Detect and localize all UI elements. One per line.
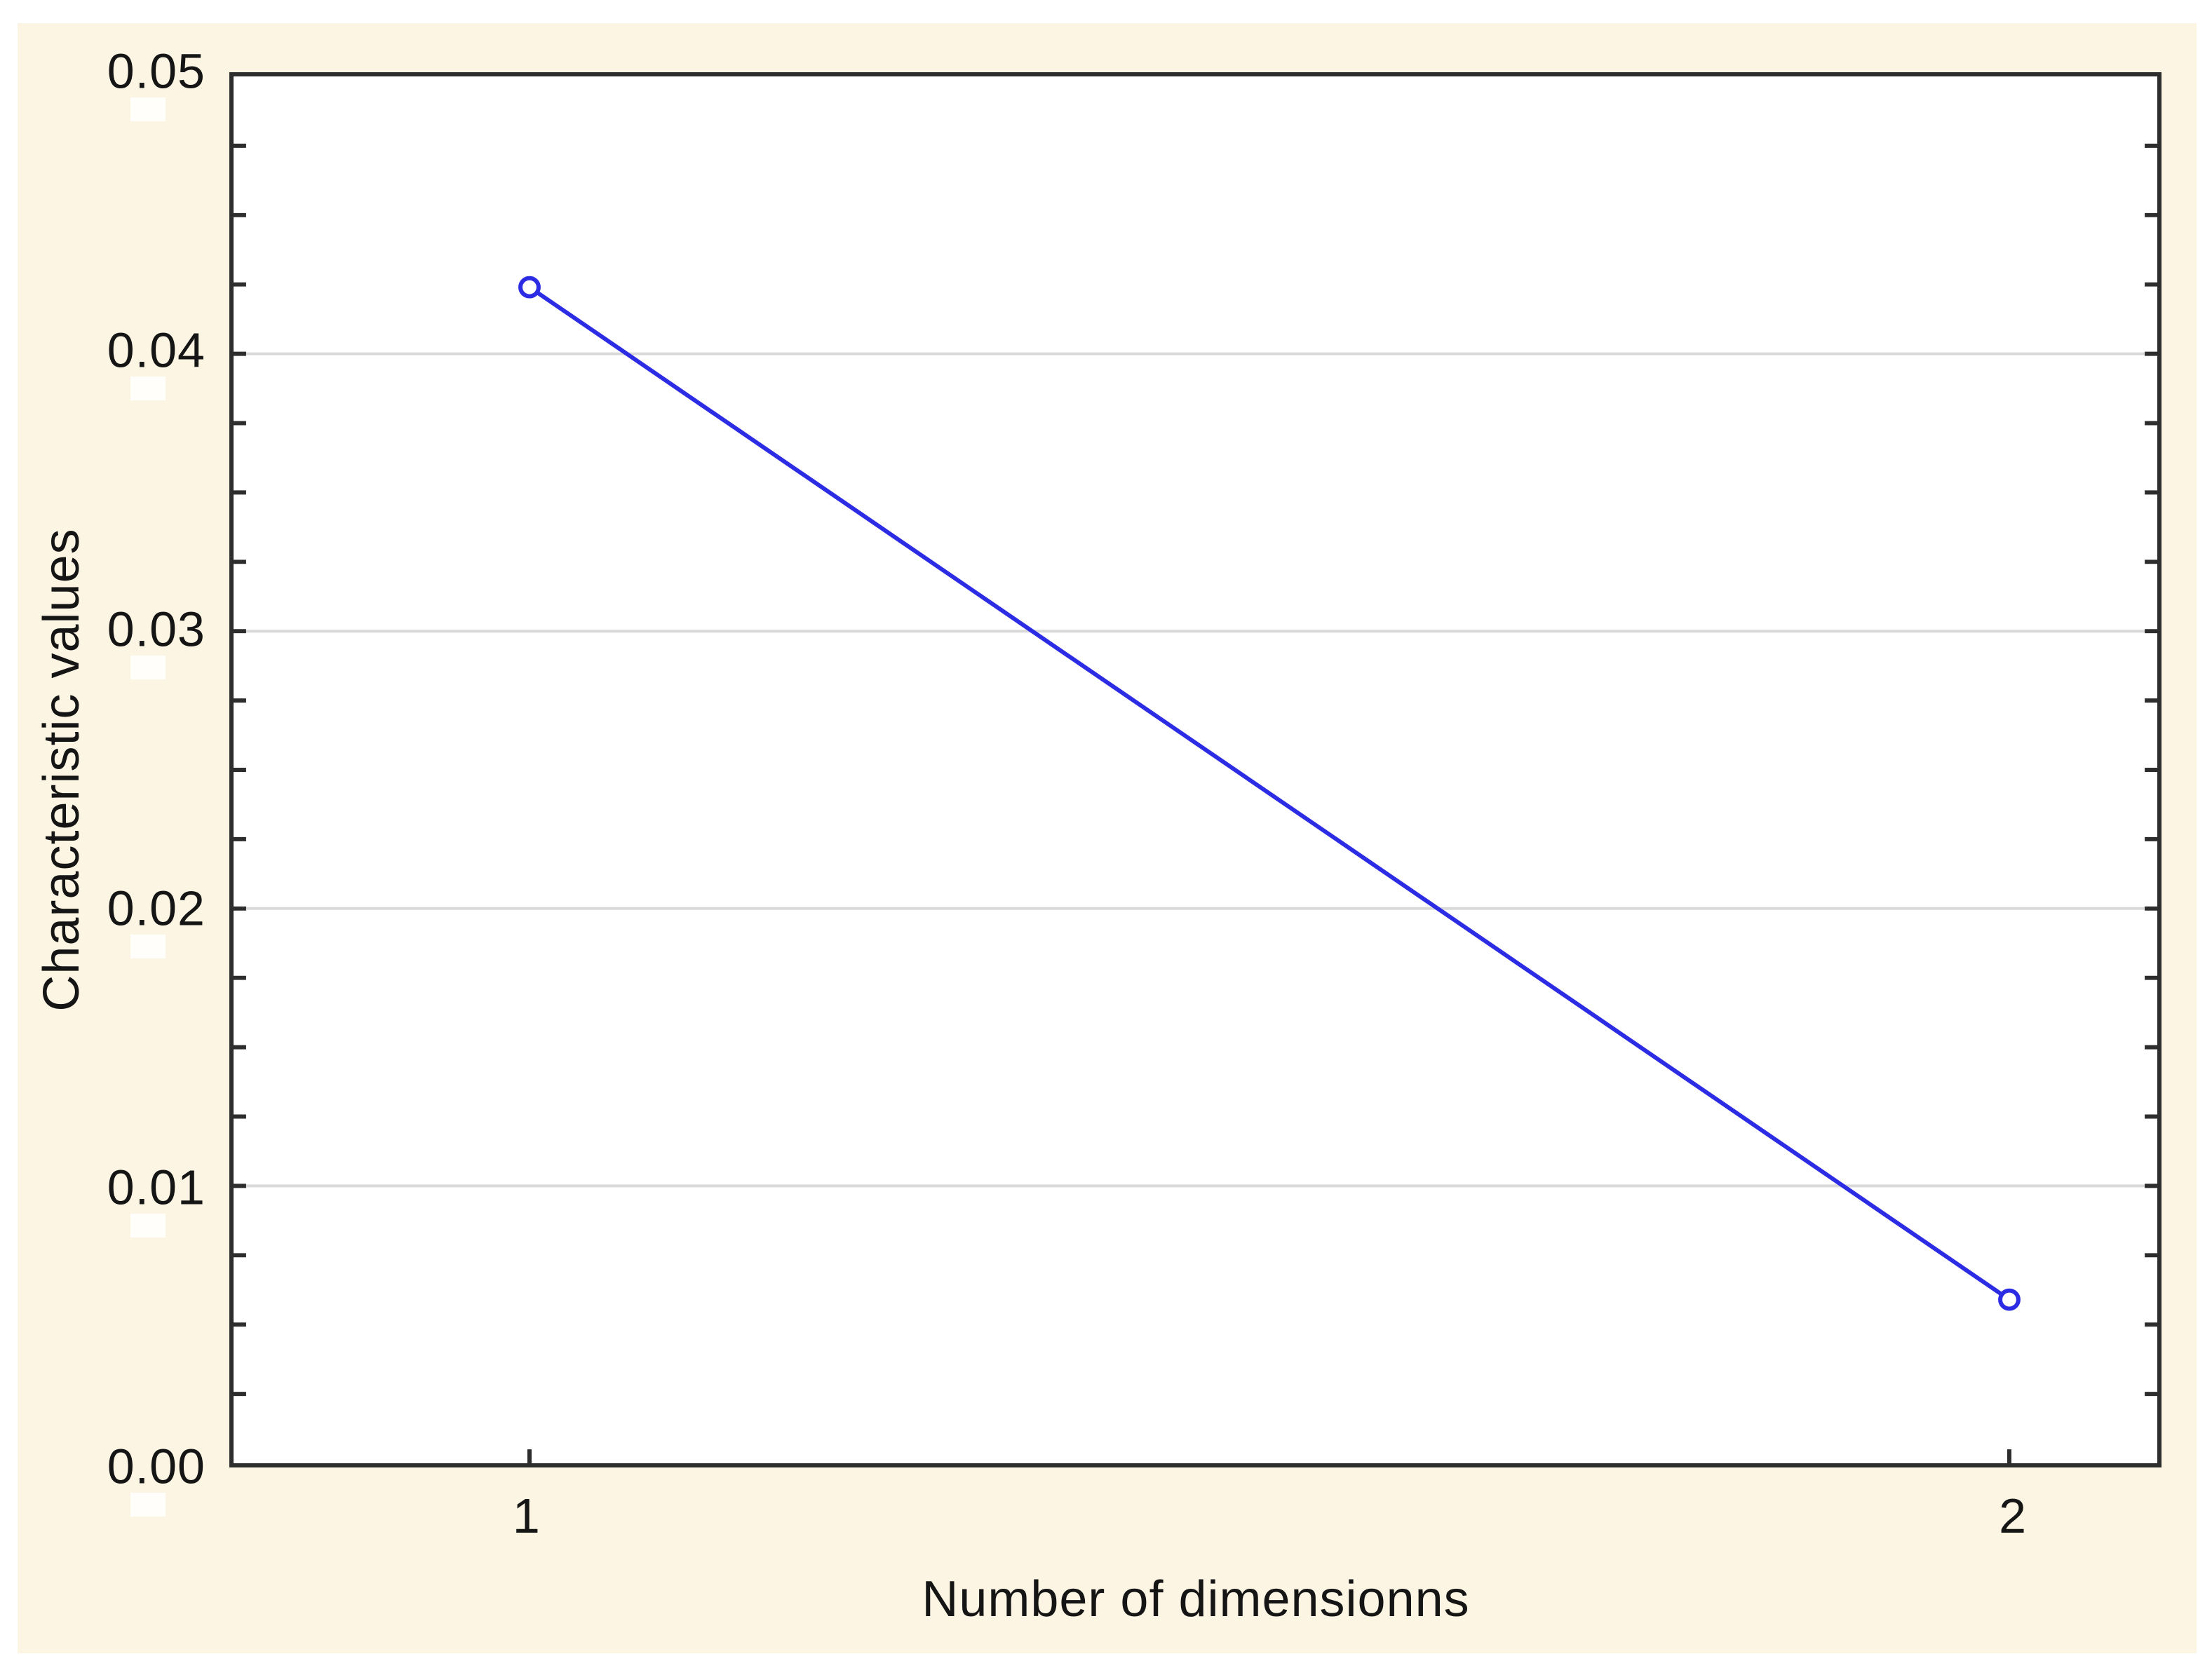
label-backdrop-artifact bbox=[130, 97, 166, 121]
label-backdrop-artifact bbox=[130, 1493, 166, 1517]
label-backdrop-artifact bbox=[130, 935, 166, 958]
data-point-marker bbox=[1998, 1288, 2021, 1311]
x-tick-label: 1 bbox=[512, 1488, 541, 1543]
series-line bbox=[528, 285, 2011, 1302]
x-axis-title: Number of dimensionns bbox=[922, 1571, 1470, 1627]
y-axis-title: Characteristic values bbox=[34, 528, 90, 1012]
y-tick-label: 0.02 bbox=[107, 881, 205, 936]
data-point-marker bbox=[518, 276, 541, 299]
y-tick-label: 0.05 bbox=[107, 43, 205, 99]
label-backdrop-artifact bbox=[130, 377, 166, 400]
label-backdrop-artifact bbox=[130, 656, 166, 679]
y-tick-label: 0.04 bbox=[107, 323, 205, 378]
y-tick-label: 0.03 bbox=[107, 602, 205, 657]
label-backdrop-artifact bbox=[130, 1214, 166, 1237]
y-tick-label: 0.00 bbox=[107, 1439, 205, 1494]
plot-svg bbox=[234, 143, 2157, 1463]
y-tick-label: 0.01 bbox=[107, 1160, 205, 1215]
x-tick-label: 2 bbox=[1999, 1488, 2028, 1543]
plot-area bbox=[229, 72, 2162, 1467]
